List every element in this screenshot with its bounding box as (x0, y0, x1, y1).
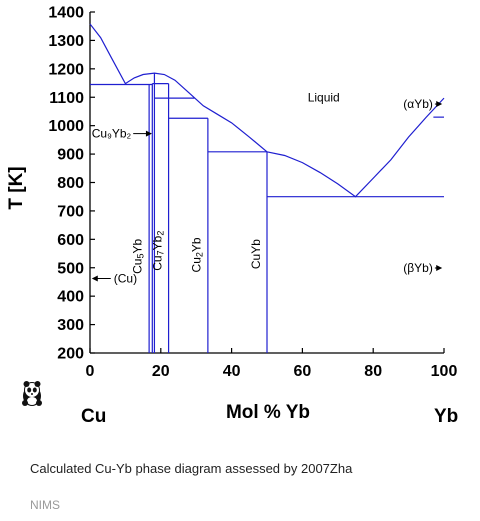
y-tick-label: 1100 (49, 90, 84, 107)
compound-label: CuYb (249, 239, 263, 269)
panda-icon (22, 381, 42, 406)
y-tick-label: 800 (57, 175, 84, 192)
y-tick-label: 700 (57, 203, 84, 220)
compound-label: Cu7Yb2 (151, 231, 166, 271)
phase-annotations: Liquid (αYb) Cu₉Yb₂ (βYb) (Cu)Cu5Yb Cu7Yb2 Cu2… (91, 91, 443, 286)
annotation-arrowhead (91, 275, 98, 282)
x-tick-label: 60 (294, 363, 312, 380)
x-tick-label: 0 (86, 363, 95, 380)
phase-lines (89, 23, 445, 353)
x-axis-title: Mol % Yb (226, 402, 310, 423)
phase-annotation: Liquid (308, 91, 340, 105)
annotation-arrowhead (436, 265, 443, 272)
y-tick-label: 500 (57, 260, 84, 277)
x-tick-label: 80 (364, 363, 382, 380)
x-tick-label: 20 (152, 363, 170, 380)
y-tick-label: 300 (57, 317, 84, 334)
x-axis-left-end-label: Cu (81, 406, 106, 427)
y-tick-label: 1300 (48, 33, 84, 50)
liquidus-line (89, 23, 445, 198)
x-tick-label: 40 (223, 363, 241, 380)
y-axis-title: T [K] (6, 166, 27, 209)
y-tick-label: 900 (57, 147, 84, 164)
axis-ticks: 2003004005006007008009001000110012001300… (48, 5, 457, 381)
y-tick-label: 400 (57, 289, 84, 306)
y-tick-label: 600 (57, 232, 84, 249)
y-tick-label: 200 (57, 346, 84, 363)
phase-annotation: (βYb) (403, 261, 433, 275)
figure-caption: Calculated Cu-Yb phase diagram assessed … (30, 461, 353, 476)
y-tick-label: 1400 (48, 5, 84, 22)
source-credit: NIMS (30, 498, 60, 512)
y-tick-label: 1200 (48, 61, 84, 78)
phase-annotation: Cu₉Yb₂ (92, 127, 132, 141)
annotation-arrowhead (436, 101, 443, 108)
x-tick-label: 100 (431, 363, 458, 380)
phase-annotation: (Cu) (114, 272, 137, 286)
compound-label: Cu5Yb (130, 239, 145, 274)
compound-label: Cu2Yb (189, 237, 204, 272)
annotation-arrowhead (145, 130, 152, 137)
y-tick-label: 1000 (48, 118, 84, 135)
phase-annotation: (αYb) (403, 97, 433, 111)
x-axis-right-end-label: Yb (434, 406, 458, 427)
